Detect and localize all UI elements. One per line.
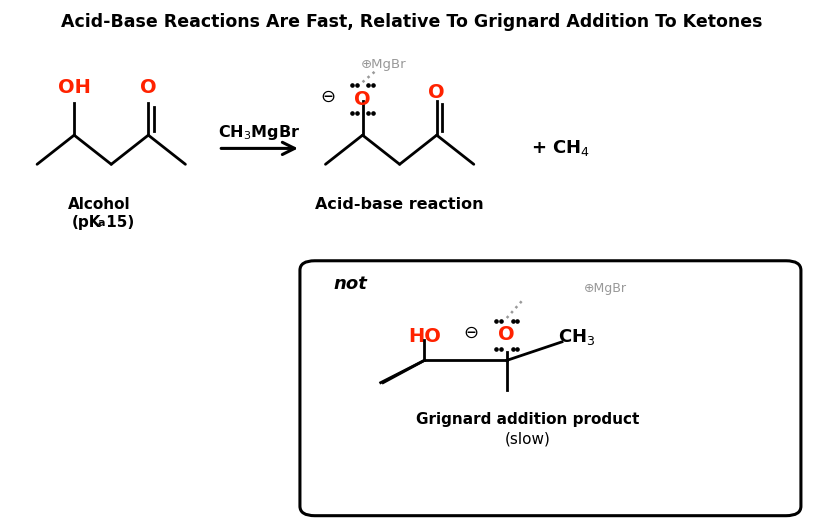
Text: HO: HO: [408, 327, 441, 346]
Text: ⊕MgBr: ⊕MgBr: [360, 58, 406, 71]
Text: CH$_3$MgBr: CH$_3$MgBr: [218, 123, 301, 142]
Text: Grignard addition product: Grignard addition product: [415, 412, 639, 427]
Text: + CH$_4$: + CH$_4$: [531, 138, 590, 158]
Text: Acid-base reaction: Acid-base reaction: [316, 197, 484, 212]
Text: O: O: [140, 78, 157, 97]
Text: 15): 15): [101, 215, 134, 229]
Text: Acid-Base Reactions Are Fast, Relative To Grignard Addition To Ketones: Acid-Base Reactions Are Fast, Relative T…: [61, 13, 763, 31]
Text: OH: OH: [58, 78, 91, 97]
Text: (pK: (pK: [72, 215, 101, 229]
Text: Alcohol: Alcohol: [68, 197, 130, 212]
Text: ⊖: ⊖: [321, 87, 335, 105]
Text: CH$_3$: CH$_3$: [558, 326, 596, 347]
Text: not: not: [333, 275, 368, 293]
Text: a: a: [97, 218, 105, 228]
Text: O: O: [428, 83, 445, 102]
Text: (slow): (slow): [504, 432, 550, 447]
Text: O: O: [499, 325, 515, 345]
FancyBboxPatch shape: [300, 261, 801, 516]
Text: ⊕MgBr: ⊕MgBr: [584, 282, 627, 295]
Text: ⊖: ⊖: [464, 324, 479, 342]
Text: O: O: [354, 90, 371, 109]
